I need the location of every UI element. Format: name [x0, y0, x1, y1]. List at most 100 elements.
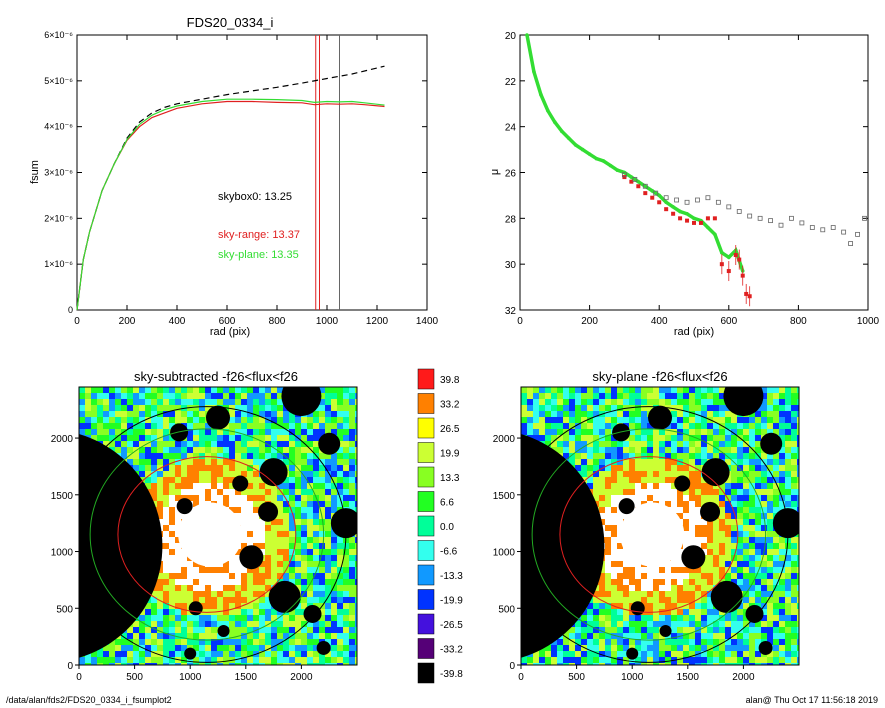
image-pixel-block	[611, 639, 617, 645]
image-pixel-block	[163, 465, 169, 471]
image-pixel-block	[611, 651, 617, 657]
image-pixel-block	[265, 657, 271, 663]
mu-plot-ylabel: μ	[489, 169, 501, 175]
image-pixel-block	[533, 417, 539, 423]
image-pixel-block	[175, 603, 181, 609]
image-pixel-block	[163, 639, 169, 645]
image-pixel-block	[785, 645, 791, 651]
image-pixel-block	[169, 405, 175, 411]
image-pixel-block	[91, 417, 97, 423]
annotation-sky-range: sky-range: 13.37	[218, 229, 300, 241]
image-pixel-block	[683, 453, 689, 459]
image-pixel-block	[785, 561, 791, 567]
image-pixel-block	[707, 615, 713, 621]
image-pixel-block	[109, 639, 115, 645]
image-pixel-block	[743, 429, 749, 435]
image-pixel-block	[199, 387, 205, 393]
image-pixel-block	[229, 411, 235, 417]
image-pixel-block	[211, 435, 217, 441]
image-pixel-block	[689, 447, 695, 453]
y-tick-label: 4×10⁻⁶	[44, 122, 73, 132]
image-pixel-block	[277, 441, 283, 447]
image-pixel-block	[731, 489, 737, 495]
image-pixel-block	[707, 555, 713, 561]
image-pixel-block	[557, 651, 563, 657]
image-pixel-block	[163, 501, 169, 507]
image-pixel-block	[797, 639, 799, 645]
image-pixel-block	[599, 489, 605, 495]
image-pixel-block	[605, 543, 611, 549]
image-pixel-block	[199, 417, 205, 423]
image-pixel-block	[533, 423, 539, 429]
image-pixel-block	[79, 663, 85, 665]
image-pixel-block	[115, 447, 121, 453]
image-pixel-block	[271, 561, 277, 567]
masked-star	[710, 580, 743, 613]
image-pixel-block	[791, 627, 797, 633]
image-pixel-block	[211, 429, 217, 435]
image-pixel-block	[109, 411, 115, 417]
image-pixel-block	[659, 393, 665, 399]
image-pixel-block	[647, 495, 653, 501]
image-pixel-block	[749, 441, 755, 447]
image-pixel-block	[713, 567, 719, 573]
image-pixel-block	[271, 549, 277, 555]
image-pixel-block	[343, 393, 349, 399]
image-pixel-block	[355, 645, 357, 651]
image-pixel-block	[797, 555, 799, 561]
image-pixel-block	[755, 525, 761, 531]
image-pixel-block	[635, 441, 641, 447]
image-pixel-block	[701, 393, 707, 399]
image-pixel-block	[785, 435, 791, 441]
image-pixel-block	[109, 651, 115, 657]
image-pixel-block	[163, 585, 169, 591]
image-pixel-block	[671, 567, 677, 573]
image-pixel-block	[169, 591, 175, 597]
image-pixel-block	[743, 525, 749, 531]
image-pixel-block	[755, 483, 761, 489]
image-pixel-block	[797, 657, 799, 663]
image-pixel-block	[121, 633, 127, 639]
image-pixel-block	[797, 393, 799, 399]
image-pixel-block	[737, 519, 743, 525]
image-pixel-block	[743, 537, 749, 543]
image-pixel-block	[301, 597, 307, 603]
image-pixel-block	[337, 423, 343, 429]
image-pixel-block	[325, 513, 331, 519]
image-pixel-block	[295, 651, 301, 657]
image-pixel-block	[241, 513, 247, 519]
image-pixel-block	[587, 417, 593, 423]
image-pixel-block	[193, 495, 199, 501]
image-pixel-block	[725, 483, 731, 489]
image-pixel-block	[665, 621, 671, 627]
image-pixel-block	[683, 543, 689, 549]
image-pixel-block	[151, 663, 157, 665]
image-pixel-block	[91, 405, 97, 411]
image-pixel-block	[575, 663, 581, 665]
image-pixel-block	[797, 567, 799, 573]
colorbar-label: 39.8	[440, 375, 460, 386]
image-pixel-block	[277, 405, 283, 411]
image-pixel-block	[337, 561, 343, 567]
image-pixel-block	[695, 543, 701, 549]
image-pixel-block	[701, 627, 707, 633]
image-pixel-block	[767, 417, 773, 423]
image-pixel-block	[563, 645, 569, 651]
image-pixel-block	[617, 525, 623, 531]
image-pixel-block	[677, 417, 683, 423]
image-pixel-block	[247, 603, 253, 609]
image-pixel-block	[695, 477, 701, 483]
image-pixel-block	[127, 441, 133, 447]
image-pixel-block	[725, 501, 731, 507]
image-pixel-block	[211, 495, 217, 501]
masked-star	[259, 458, 288, 487]
image-pixel-block	[653, 387, 659, 393]
image-pixel-block	[265, 531, 271, 537]
image-pixel-block	[791, 639, 797, 645]
image-pixel-block	[683, 621, 689, 627]
image-pixel-block	[337, 615, 343, 621]
image-frame	[520, 386, 800, 666]
image-pixel-block	[785, 591, 791, 597]
image-pixel-block	[325, 591, 331, 597]
image-pixel-block	[563, 399, 569, 405]
